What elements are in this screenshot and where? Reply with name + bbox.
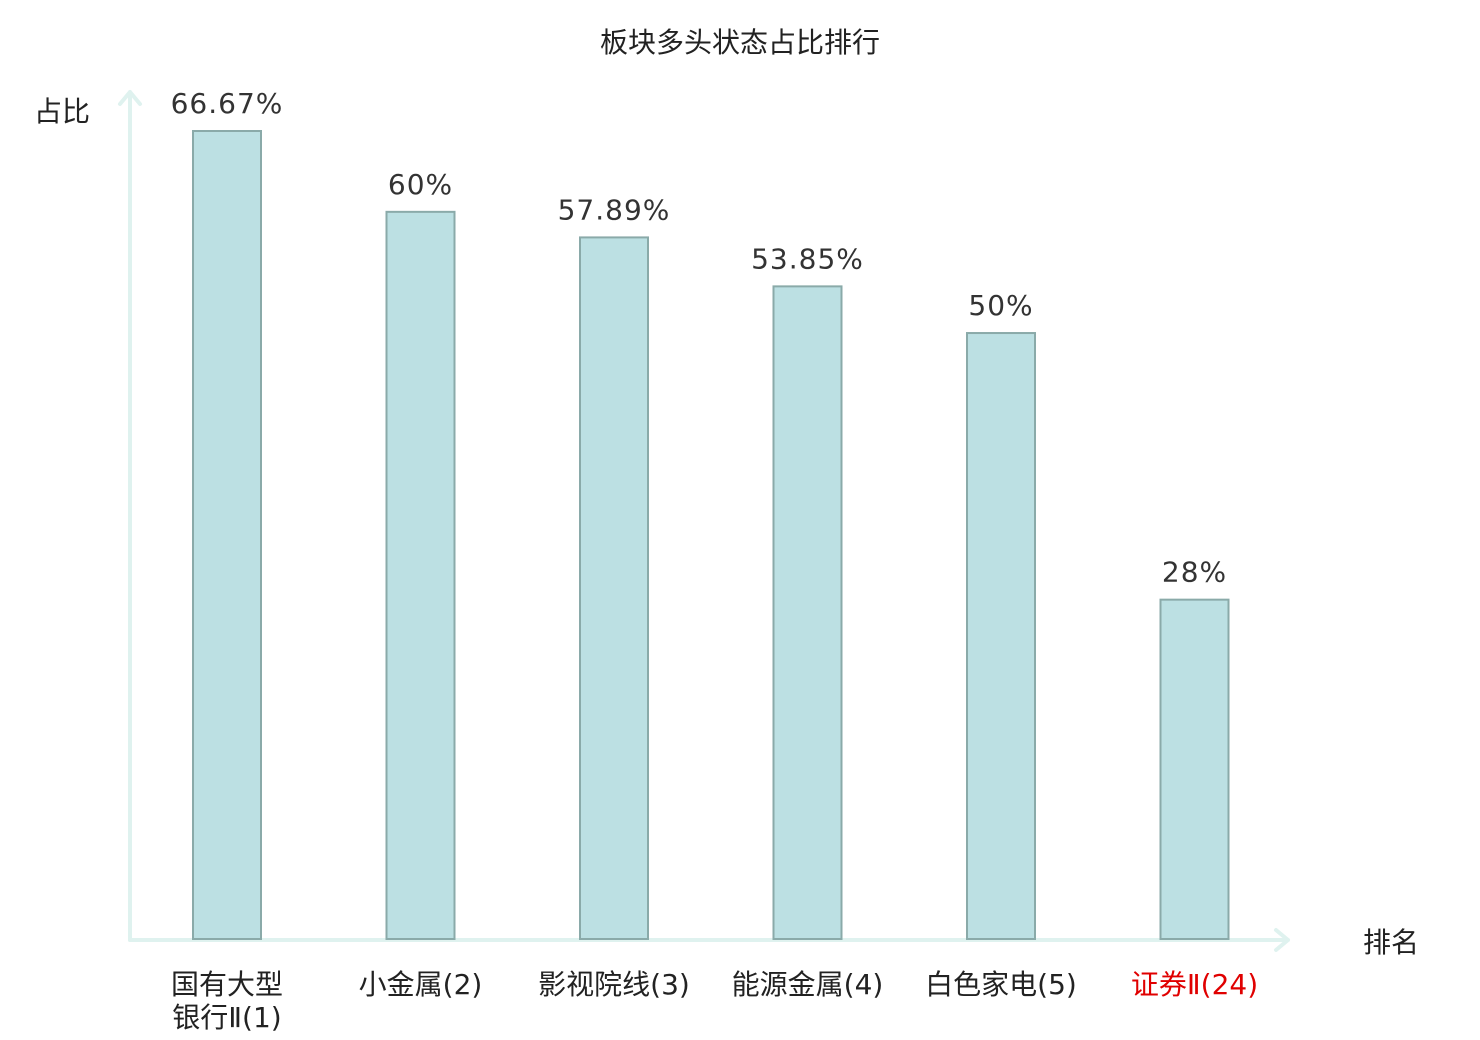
bar-4 <box>772 285 843 941</box>
category-label-3: 影视院线(3) <box>538 968 690 1001</box>
category-label-6: 证券Ⅱ(24) <box>1131 968 1258 1001</box>
value-label-3: 57.89% <box>558 193 671 226</box>
bar-2 <box>385 210 456 940</box>
category-label-1-line-1: 国有大型 <box>171 968 283 1001</box>
category-label-1-line-2: 银行Ⅱ(1) <box>172 1001 281 1034</box>
bar-5 <box>966 332 1036 941</box>
x-axis-line <box>128 928 1290 952</box>
value-label-2: 60% <box>388 168 453 201</box>
value-label-6: 28% <box>1162 556 1227 589</box>
category-label-2: 小金属(2) <box>359 968 483 1001</box>
chart-title: 板块多头状态占比排行 <box>600 26 880 59</box>
bars-group <box>192 130 1230 941</box>
bar-6 <box>1159 598 1230 940</box>
value-labels-group: 66.67% 60% 57.89% 53.85% 50% 28% <box>171 87 1227 589</box>
category-label-4: 能源金属(4) <box>732 968 884 1001</box>
bar-3 <box>579 236 649 941</box>
x-axis-label: 排名 <box>1363 926 1419 959</box>
category-label-5: 白色家电(5) <box>925 968 1077 1001</box>
value-label-5: 50% <box>968 289 1033 322</box>
y-axis-line <box>118 90 142 942</box>
y-axis-label: 占比 <box>34 95 90 128</box>
bar-1 <box>192 130 262 940</box>
value-label-1: 66.67% <box>171 87 284 120</box>
value-label-4: 53.85% <box>751 242 864 275</box>
